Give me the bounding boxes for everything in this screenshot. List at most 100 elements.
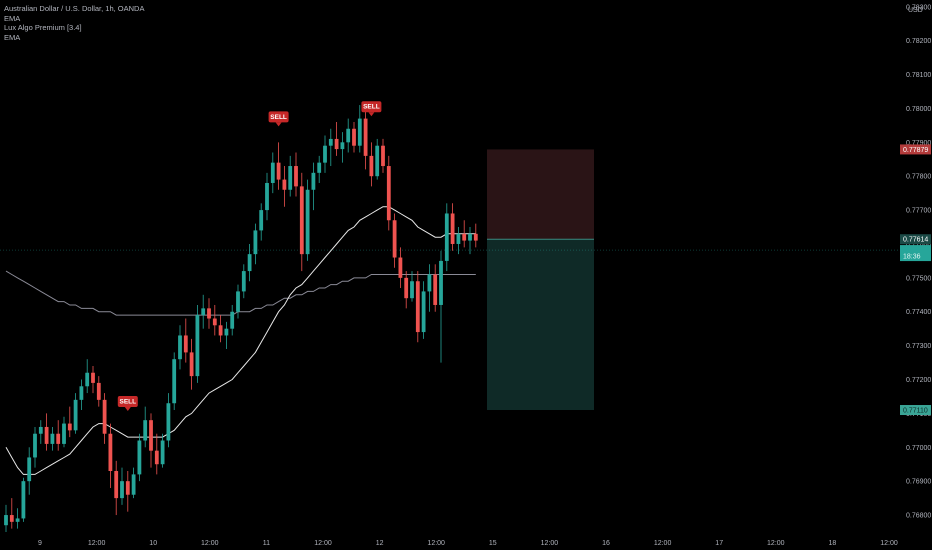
candle	[131, 467, 136, 499]
candle-body	[473, 233, 478, 241]
candle	[375, 138, 380, 180]
candle	[427, 264, 432, 312]
candle-body	[67, 423, 72, 431]
candle	[85, 359, 90, 394]
candle-body	[27, 457, 32, 482]
candle	[369, 142, 374, 187]
candle	[357, 105, 362, 153]
target-price-tag: 0.77110	[900, 405, 931, 416]
candle-body	[195, 315, 200, 377]
target-price-tag-bg	[900, 405, 931, 416]
candle	[381, 138, 385, 173]
candle-body	[149, 420, 153, 451]
candle	[241, 264, 246, 299]
indicator-lux-algo[interactable]: Lux Algo Premium [3.4]	[4, 23, 82, 32]
price-tick-label: 0.78000	[906, 106, 931, 113]
candle	[67, 406, 72, 438]
candle	[212, 304, 217, 336]
candle-body	[299, 186, 304, 255]
candle	[62, 416, 66, 448]
candle-body	[172, 359, 177, 404]
candle	[143, 406, 148, 448]
time-tick-label: 17	[715, 540, 723, 547]
candle	[421, 281, 426, 339]
indicator-ema-1[interactable]: EMA	[4, 13, 21, 23]
candle	[9, 498, 14, 529]
candle-body	[236, 291, 240, 312]
candle-body	[4, 515, 8, 526]
price-tick-label: 0.78300	[906, 4, 931, 11]
price-tick-label: 0.77600	[906, 241, 931, 248]
sell-signal-pointer	[124, 407, 131, 412]
candle-body	[33, 433, 37, 458]
candle	[462, 220, 467, 248]
candle	[253, 223, 258, 265]
candle	[404, 271, 409, 309]
current-price-tag: 18:36	[900, 245, 931, 262]
price-axis[interactable]: USD0.783000.782000.781000.780000.779000.…	[900, 0, 932, 550]
candle-body	[212, 318, 217, 326]
price-tick-label: 0.77200	[906, 377, 931, 384]
candle	[137, 433, 142, 482]
candle	[276, 142, 281, 190]
candle-body	[102, 399, 107, 434]
price-tick-label: 0.77300	[906, 343, 931, 350]
candle-body	[265, 182, 269, 211]
candle-body	[160, 440, 165, 465]
candle-body	[433, 274, 438, 305]
candle-body	[201, 308, 206, 316]
candle-body	[410, 281, 414, 299]
candle-body	[328, 138, 333, 146]
sell-signal-pointer	[368, 112, 375, 117]
candle-body	[392, 220, 397, 258]
candle-body	[421, 291, 426, 333]
candle-body	[398, 257, 403, 278]
countdown-text: 18:36	[903, 254, 921, 261]
candle	[120, 467, 124, 505]
candle-body	[143, 420, 148, 441]
take-profit-zone[interactable]	[487, 239, 594, 411]
candle	[317, 155, 322, 183]
sell-signal[interactable]: SELL	[117, 396, 138, 412]
time-axis[interactable]: 9 12:00 10 12:00 11 12:00 12 12:00 15 12:00 16 12:0…	[0, 532, 932, 550]
candle	[270, 152, 275, 194]
candle-body	[96, 382, 101, 400]
candle-body	[288, 166, 293, 190]
candle	[38, 420, 43, 444]
candle	[334, 121, 339, 156]
candle	[125, 471, 130, 512]
price-tick-label: 0.77800	[906, 174, 931, 181]
candle	[166, 393, 171, 448]
candle	[473, 223, 478, 248]
candle	[21, 477, 26, 522]
position-zones	[0, 149, 900, 411]
candle-body	[456, 233, 461, 244]
candle	[236, 284, 240, 319]
stop-loss-zone[interactable]	[487, 149, 594, 240]
sell-signal[interactable]: SELL	[361, 101, 382, 117]
candle-body	[15, 518, 20, 522]
candle	[433, 264, 438, 312]
time-tick-label: 12:00	[654, 540, 672, 547]
candle	[183, 318, 188, 363]
candle	[114, 460, 119, 516]
candle-body	[444, 213, 449, 261]
sell-signal[interactable]: SELL	[268, 111, 289, 127]
time-axis-bg	[0, 532, 932, 550]
candle-body	[178, 335, 182, 360]
symbol-title[interactable]: Australian Dollar / U.S. Dollar, 1h, OAN…	[4, 4, 145, 13]
sell-signals: SELL SELL SELL	[117, 101, 382, 412]
price-tick-label: 0.77900	[906, 140, 931, 147]
entry-price-tag-text: 0.77614	[903, 237, 928, 244]
candle-body	[294, 166, 298, 187]
candle-body	[404, 277, 409, 299]
candle-body	[50, 433, 55, 444]
indicator-ema-2[interactable]: EMA	[4, 32, 21, 42]
candle-body	[323, 145, 327, 163]
candle	[450, 203, 455, 251]
candle	[73, 393, 78, 434]
candle-body	[73, 399, 78, 431]
candle	[201, 294, 206, 329]
time-tick-label: 9	[38, 540, 42, 547]
